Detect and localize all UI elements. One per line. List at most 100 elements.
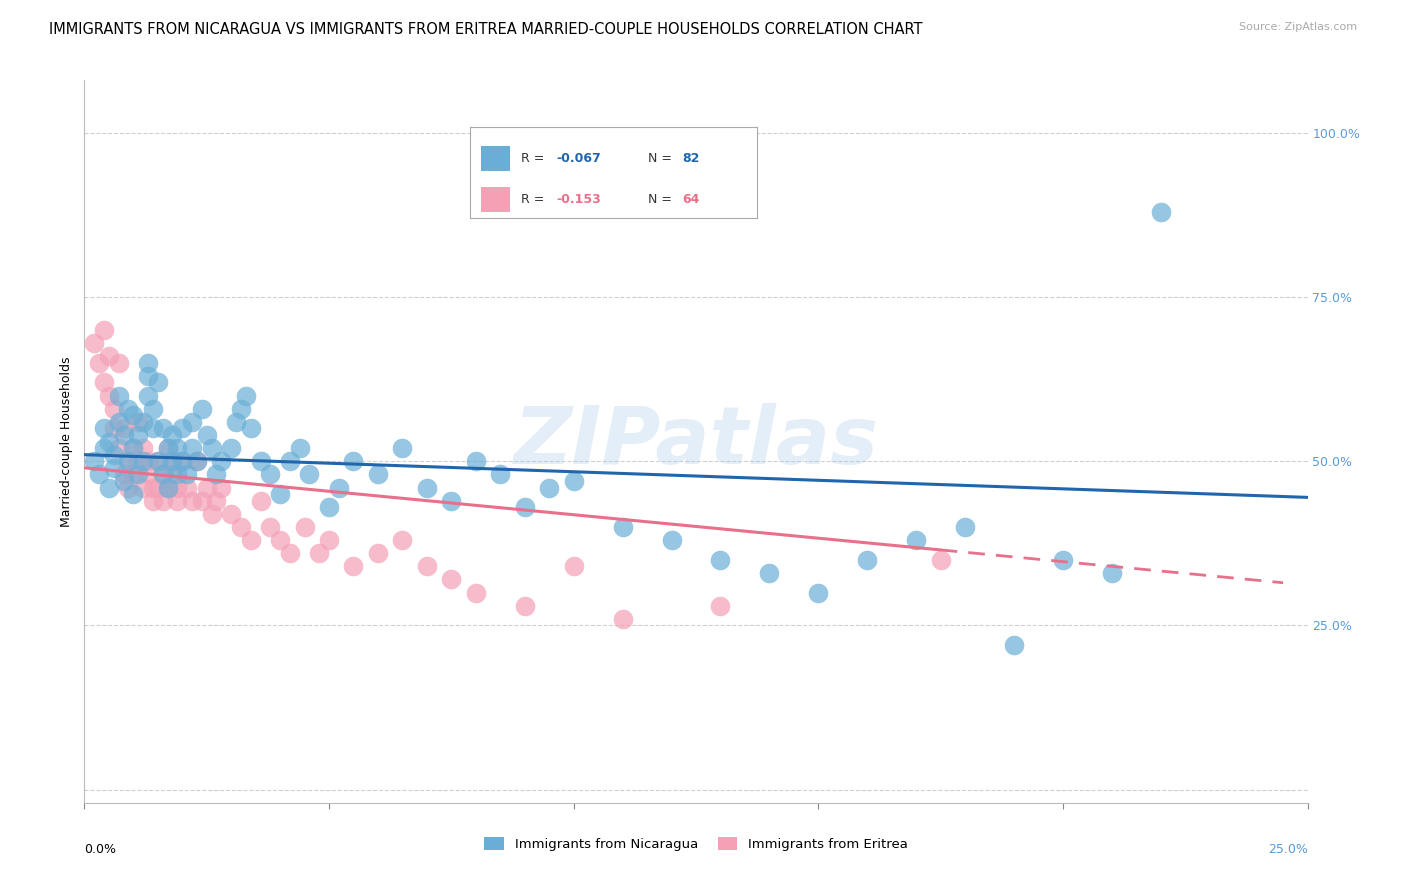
Point [132, 441, 155, 455]
Point [156, 481, 179, 495]
Point [186, 454, 208, 468]
Point [278, 546, 301, 560]
Point [440, 573, 463, 587]
Point [205, 493, 228, 508]
Point [97, 349, 120, 363]
Point [229, 520, 252, 534]
Point [122, 441, 145, 455]
Point [416, 559, 439, 574]
Point [142, 401, 165, 416]
Point [172, 454, 194, 468]
Point [132, 481, 155, 495]
Point [235, 388, 257, 402]
Point [367, 546, 389, 560]
Point [288, 441, 311, 455]
Point [513, 500, 536, 515]
Point [93, 323, 115, 337]
Point [342, 454, 364, 468]
Point [489, 467, 512, 482]
Point [209, 481, 232, 495]
Point [122, 441, 145, 455]
Point [195, 481, 218, 495]
Point [127, 415, 149, 429]
Point [1150, 204, 1173, 219]
Point [176, 467, 198, 482]
Point [219, 441, 242, 455]
Text: ZIPatlas: ZIPatlas [513, 402, 879, 481]
Point [562, 559, 585, 574]
Point [181, 441, 204, 455]
Point [136, 388, 159, 402]
Point [807, 585, 830, 599]
Point [117, 454, 139, 468]
Point [391, 441, 413, 455]
Point [513, 599, 536, 613]
Legend: Immigrants from Nicaragua, Immigrants from Eritrea: Immigrants from Nicaragua, Immigrants fr… [478, 830, 914, 857]
Point [166, 493, 188, 508]
Point [146, 376, 169, 390]
Point [83, 336, 105, 351]
Point [172, 454, 194, 468]
Point [83, 454, 105, 468]
Point [318, 533, 340, 547]
Point [112, 467, 135, 482]
Point [156, 481, 179, 495]
Point [464, 454, 486, 468]
Point [156, 441, 179, 455]
Point [259, 467, 281, 482]
Text: 25.0%: 25.0% [1268, 843, 1308, 855]
Point [162, 467, 184, 482]
Point [856, 553, 879, 567]
Point [107, 415, 129, 429]
Point [538, 481, 561, 495]
Point [269, 487, 291, 501]
Point [200, 441, 222, 455]
Point [103, 448, 125, 462]
Point [209, 454, 232, 468]
Y-axis label: Married-couple Households: Married-couple Households [60, 356, 73, 527]
Point [259, 520, 281, 534]
Point [103, 460, 125, 475]
Point [142, 493, 165, 508]
Point [117, 454, 139, 468]
Point [229, 401, 252, 416]
Point [562, 474, 585, 488]
Point [239, 421, 262, 435]
Point [146, 481, 169, 495]
Point [112, 474, 135, 488]
Point [152, 467, 174, 482]
Point [318, 500, 340, 515]
Point [136, 454, 159, 468]
Point [156, 441, 179, 455]
Point [127, 454, 149, 468]
Point [661, 533, 683, 547]
Point [953, 520, 976, 534]
Point [195, 428, 218, 442]
Point [152, 493, 174, 508]
Point [93, 421, 115, 435]
Point [709, 553, 731, 567]
Point [239, 533, 262, 547]
Point [152, 467, 174, 482]
Point [905, 533, 928, 547]
Point [758, 566, 780, 580]
Point [328, 481, 350, 495]
Point [162, 428, 184, 442]
Point [93, 376, 115, 390]
Point [612, 520, 634, 534]
Point [176, 481, 198, 495]
Point [298, 467, 321, 482]
Point [93, 441, 115, 455]
Point [97, 481, 120, 495]
Point [612, 612, 634, 626]
Point [172, 421, 194, 435]
Point [929, 553, 952, 567]
Point [464, 585, 486, 599]
Point [308, 546, 330, 560]
Point [117, 401, 139, 416]
Point [1052, 553, 1074, 567]
Point [181, 415, 204, 429]
Point [122, 487, 145, 501]
Point [107, 441, 129, 455]
Point [191, 401, 214, 416]
